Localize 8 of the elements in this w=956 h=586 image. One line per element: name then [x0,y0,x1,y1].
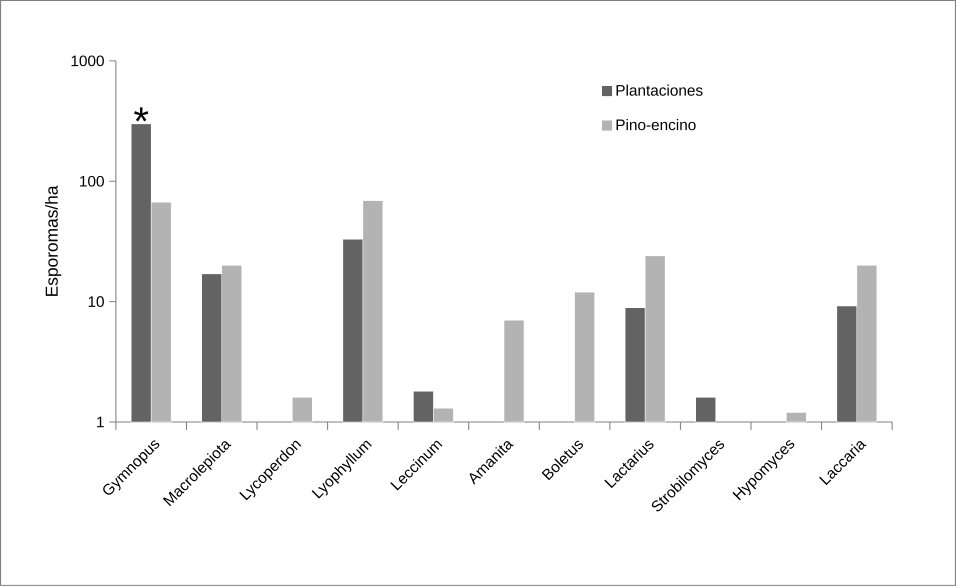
y-tick-label: 100 [80,176,104,187]
y-tick-label: 1 [97,416,104,428]
y-axis-title: Esporomas/ha [45,186,62,296]
y-tick-label: 10 [88,296,104,308]
y-tick-label: 1000 [72,55,104,66]
legend-label: Plantaciones [616,84,703,96]
annotation: * [134,107,148,122]
legend-label: Pino-encino [616,119,696,130]
